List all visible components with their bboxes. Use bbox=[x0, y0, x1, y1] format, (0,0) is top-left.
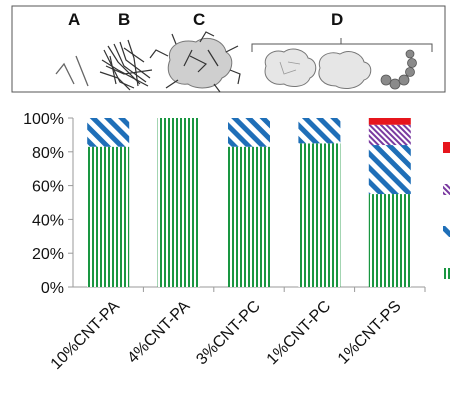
bar-segment-a bbox=[87, 146, 130, 287]
x-category-label: 10%CNT-PA bbox=[48, 298, 124, 374]
single-nanotube-drawing bbox=[55, 55, 89, 87]
x-labels: 10%CNT-PA 4%CNT-PA 3%CNT-PC 1%CNT-PC 1%CNT-P… bbox=[48, 298, 405, 374]
bar-segment-b bbox=[87, 118, 130, 147]
bar-segment-a bbox=[298, 143, 341, 287]
y-tick-label: 40% bbox=[32, 212, 64, 229]
y-tick-label: 0% bbox=[41, 280, 64, 297]
legend-swatch-b bbox=[443, 226, 450, 237]
fluffy-particle-2 bbox=[318, 51, 372, 89]
bar-segment-a bbox=[368, 194, 411, 287]
bar-segment-b bbox=[298, 118, 341, 144]
y-ticks: 0% 20% 40% 60% 80% 100% bbox=[23, 111, 73, 297]
bar-segment-a bbox=[228, 146, 270, 287]
label-b: B bbox=[118, 10, 130, 29]
sphere-chain bbox=[380, 49, 417, 90]
y-tick-label: 80% bbox=[32, 145, 64, 162]
x-category-label: 1%CNT-PS bbox=[335, 298, 405, 368]
fluffy-particle-1 bbox=[264, 48, 317, 87]
y-tick-label: 20% bbox=[32, 246, 64, 263]
y-tick-label: 60% bbox=[32, 179, 64, 196]
bars bbox=[87, 118, 426, 292]
x-category-label: 4%CNT-PA bbox=[124, 298, 193, 367]
stacked-bar-chart: 0% 20% 40% 60% 80% 100% 10%CNT-PA 4%CNT-PA 3%CN… bbox=[23, 111, 450, 373]
bar-segment-b bbox=[368, 145, 411, 195]
legend-swatch-d bbox=[443, 142, 450, 153]
schematic-panel: A B C D bbox=[11, 5, 446, 93]
x-category-label: 3%CNT-PC bbox=[193, 298, 263, 368]
label-d: D bbox=[331, 10, 343, 29]
y-tick-label: 100% bbox=[23, 111, 64, 128]
legend-swatch-a bbox=[443, 268, 450, 279]
label-c: C bbox=[193, 10, 205, 29]
d-bracket bbox=[251, 38, 433, 52]
legend-swatch-c bbox=[443, 184, 450, 195]
bar-segment-d bbox=[368, 118, 411, 125]
agglomerate-drawing bbox=[149, 31, 241, 93]
bar-segment-b bbox=[228, 118, 270, 147]
bar-segment-c bbox=[368, 124, 411, 146]
legend bbox=[443, 142, 450, 279]
nanotube-bundle-drawing bbox=[99, 39, 153, 91]
bar-segment-a bbox=[157, 118, 200, 287]
x-category-label: 1%CNT-PC bbox=[264, 298, 334, 368]
label-a: A bbox=[68, 10, 80, 29]
